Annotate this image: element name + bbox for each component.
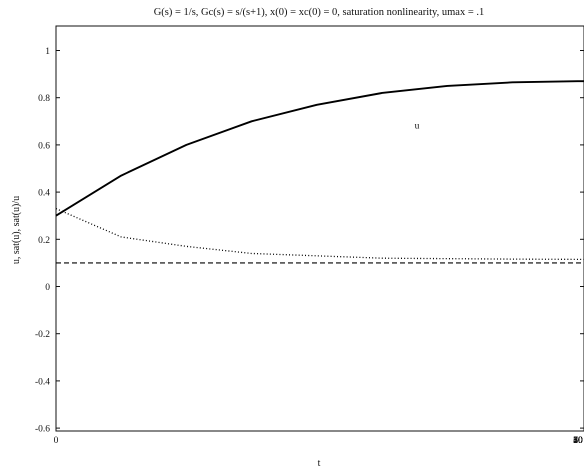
x-tick-label: 60	[573, 436, 583, 446]
y-tick-label: 0.4	[38, 189, 50, 199]
annotation-layer: usat(u)/usat(u)	[415, 121, 420, 131]
y-tick-label: 1	[45, 47, 50, 57]
y-tick-label: 0	[45, 283, 50, 293]
chart-title: G(s) = 1/s, Gc(s) = s/(s+1), x(0) = xc(0…	[154, 7, 485, 18]
x-tick-label: 30	[573, 436, 583, 446]
x-tick-label: 10	[573, 436, 583, 446]
x-tick-label: 70	[573, 436, 583, 446]
y-axis-label: u, sat(u), sat(u)/u	[11, 196, 22, 264]
y-tick-label: 0.2	[38, 236, 50, 246]
annotation-label: u	[415, 121, 420, 131]
series-line-u	[55, 80, 584, 217]
y-tick-label: 0.6	[38, 141, 50, 151]
series-line-sat-u-	[56, 262, 584, 264]
plot-frame	[55, 25, 584, 432]
x-tick-label: 20	[573, 436, 583, 446]
y-tick-label: 0.8	[38, 94, 50, 104]
series-layer	[55, 80, 584, 264]
x-axis-label: t	[318, 458, 321, 469]
y-tick-label: -0.4	[35, 377, 50, 387]
x-tick-label: 0	[54, 436, 59, 446]
x-tick-label: 50	[573, 436, 583, 446]
y-tick-label: -0.2	[35, 330, 50, 340]
y-tick-label: -0.6	[35, 425, 50, 435]
x-tick-label: 40	[573, 436, 583, 446]
